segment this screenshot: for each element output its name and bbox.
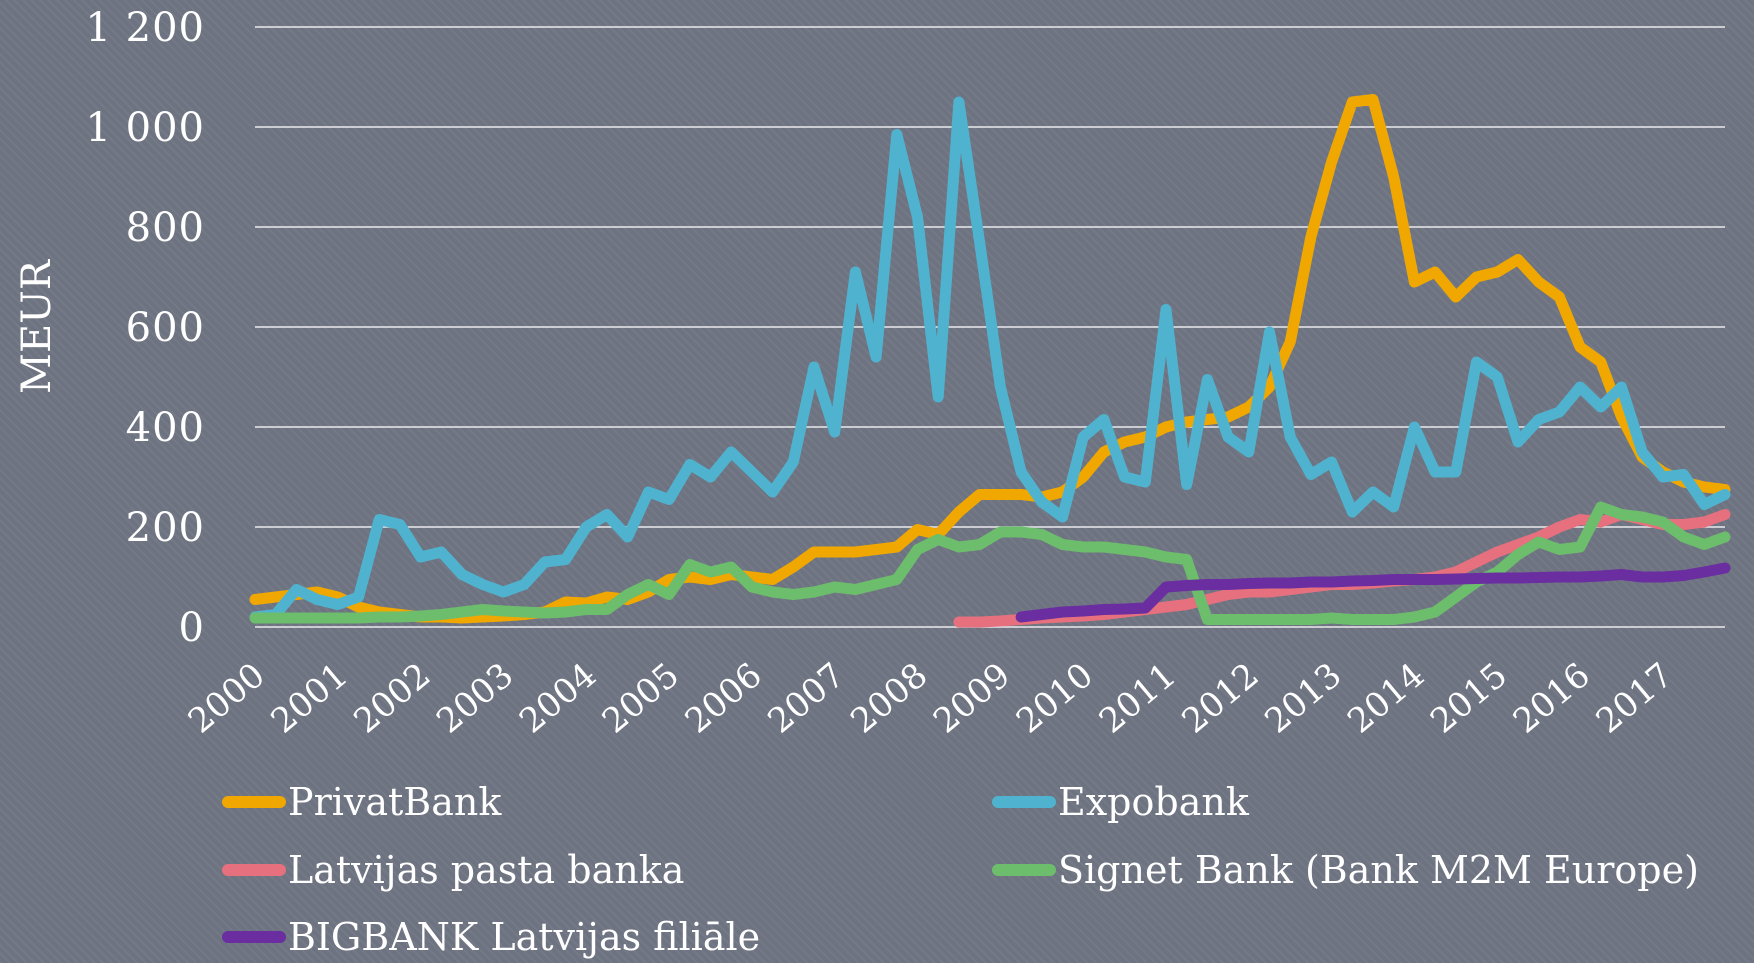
x-tick-label: 2015 [1423, 655, 1515, 741]
y-tick-label: 600 [126, 305, 205, 351]
x-tick-label: 2000 [181, 655, 273, 741]
series-lines [249, 94, 1731, 628]
x-tick-label: 2017 [1589, 655, 1681, 741]
series-line [1015, 562, 1731, 623]
y-tick-label: 400 [126, 405, 205, 451]
gridlines [255, 26, 1725, 628]
legend-label: BIGBANK Latvijas filiāle [288, 915, 760, 959]
x-tick-label: 2009 [926, 655, 1018, 741]
x-axis-ticks: 2000200120022003200420052006200720082009… [181, 655, 1681, 741]
x-tick-label: 2014 [1340, 655, 1432, 741]
x-tick-label: 2013 [1257, 655, 1349, 741]
y-tick-label: 200 [126, 505, 205, 551]
x-tick-label: 2003 [429, 655, 521, 741]
x-tick-label: 2006 [678, 655, 770, 741]
y-axis-label: MEUR [14, 258, 60, 394]
x-tick-label: 2016 [1506, 655, 1598, 741]
series-line [953, 509, 1731, 628]
y-axis-ticks: 0 200 400 600 800 1 000 1 200 [85, 5, 205, 651]
x-tick-label: 2008 [843, 655, 935, 741]
legend-label: Signet Bank (Bank M2M Europe) [1058, 848, 1699, 892]
x-tick-label: 2011 [1092, 655, 1184, 741]
x-tick-label: 2001 [264, 655, 356, 741]
y-tick-label: 1 200 [85, 5, 205, 51]
x-tick-label: 2005 [595, 655, 687, 741]
legend-label: PrivatBank [288, 780, 502, 824]
series-line [249, 96, 1731, 623]
x-tick-label: 2004 [512, 655, 604, 741]
x-tick-label: 2007 [761, 655, 853, 741]
x-tick-label: 2002 [346, 655, 438, 741]
y-tick-label: 800 [126, 205, 205, 251]
series-line [249, 501, 1731, 625]
x-tick-label: 2010 [1009, 655, 1101, 741]
legend-label: Expobank [1058, 780, 1250, 824]
y-tick-label: 1 000 [85, 105, 205, 151]
x-tick-label: 2012 [1175, 655, 1267, 741]
y-tick-label: 0 [179, 605, 205, 651]
legend-label: Latvijas pasta banka [288, 848, 684, 892]
legend: PrivatBank Expobank Latvijas pasta banka Si… [222, 780, 1699, 959]
